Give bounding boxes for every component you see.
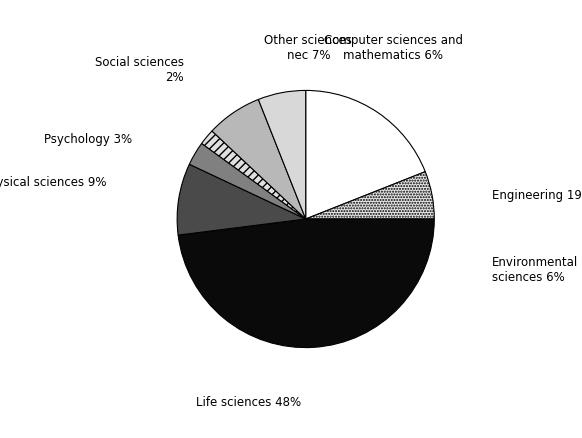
Wedge shape bbox=[258, 90, 306, 219]
Text: Life sciences 48%: Life sciences 48% bbox=[196, 396, 301, 410]
Text: Other sciences
nec 7%: Other sciences nec 7% bbox=[264, 34, 352, 62]
Text: Social sciences
2%: Social sciences 2% bbox=[94, 56, 183, 84]
Text: Computer sciences and
mathematics 6%: Computer sciences and mathematics 6% bbox=[324, 34, 463, 62]
Wedge shape bbox=[177, 164, 306, 235]
Wedge shape bbox=[202, 131, 306, 219]
Wedge shape bbox=[178, 219, 434, 348]
Wedge shape bbox=[189, 143, 306, 219]
Text: Engineering 19%: Engineering 19% bbox=[492, 189, 582, 202]
Wedge shape bbox=[306, 90, 425, 219]
Text: Environmental
sciences 6%: Environmental sciences 6% bbox=[492, 256, 579, 284]
Text: Psychology 3%: Psychology 3% bbox=[44, 133, 132, 146]
Wedge shape bbox=[212, 99, 306, 219]
Text: Physical sciences 9%: Physical sciences 9% bbox=[0, 177, 107, 190]
Wedge shape bbox=[306, 172, 434, 219]
